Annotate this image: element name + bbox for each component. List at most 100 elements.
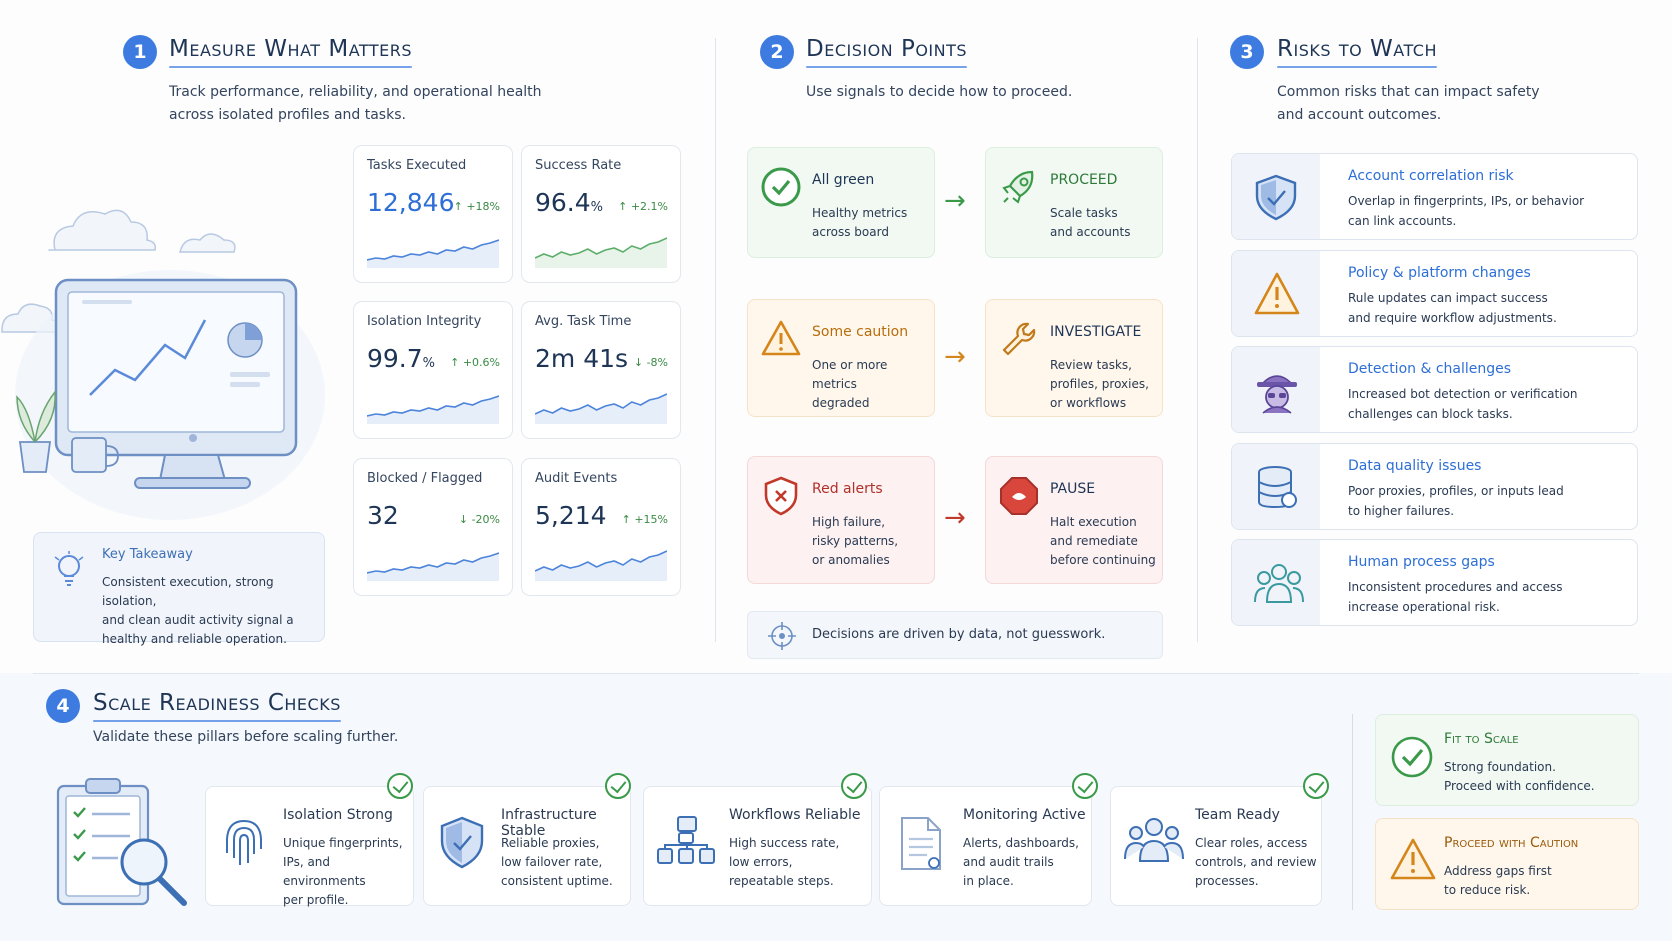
metric-card-isolation-integrity: Isolation Integrity 99.7% ↑ +0.6% (353, 301, 513, 439)
signal-card-all-green: All green Healthy metrics across board (747, 147, 935, 258)
rocket-icon (1002, 170, 1034, 204)
sparkline-area (367, 396, 499, 424)
verdict-line: to reduce risk. (1444, 883, 1531, 897)
risk-line: challenges can block tasks. (1348, 407, 1513, 421)
action-text: Halt execution and remediate before cont… (1050, 513, 1156, 570)
action-line: or workflows (1050, 396, 1127, 410)
document-icon (901, 817, 941, 870)
sparkline (535, 393, 667, 424)
signal-line: One or more metrics (812, 358, 888, 391)
section-subtitle-measure: Track performance, reliability, and oper… (169, 81, 542, 127)
signal-title: Red alerts (812, 481, 883, 497)
spy-icon (1257, 375, 1297, 414)
check-badge-icon (1072, 773, 1098, 799)
signal-card-red-alerts: Red alerts High failure, risky patterns,… (747, 456, 935, 584)
pillar-text: Reliable proxies, low failover rate, con… (501, 834, 613, 891)
pillar-title: Workflows Reliable (729, 807, 861, 823)
signal-text: Healthy metrics across board (812, 204, 907, 242)
section-title-measure: Measure What Matters (169, 36, 413, 68)
sparkline-line (535, 237, 667, 259)
metric-label: Tasks Executed (367, 158, 467, 173)
clipboard-checklist-icon (56, 778, 187, 906)
risk-line: Increased bot detection or verification (1348, 387, 1578, 401)
arrow-right-icon: → (944, 503, 966, 533)
pillar-line: IPs, and environments (283, 855, 366, 888)
pillar-workflows-reliable: Workflows Reliable High success rate, lo… (643, 786, 872, 906)
lightbulb-icon (54, 551, 84, 586)
subtitle-line: and account outcomes. (1277, 107, 1442, 123)
metric-card-tasks-executed: Tasks Executed 12,846 ↑ +18% (353, 145, 513, 283)
section-divider (715, 38, 716, 642)
action-title: INVESTIGATE (1050, 324, 1142, 340)
risk-icon-box (1232, 540, 1320, 625)
action-line: and remediate (1050, 534, 1138, 548)
metric-label: Blocked / Flagged (367, 471, 483, 486)
target-icon (768, 622, 796, 650)
section-number-3: 3 (1230, 35, 1264, 69)
pillar-line: Reliable proxies, (501, 836, 600, 850)
action-card-investigate: INVESTIGATE Review tasks, profiles, prox… (985, 299, 1163, 417)
sparkline (535, 550, 667, 581)
check-badge-icon (387, 773, 413, 799)
metric-value: 96.4% (535, 188, 603, 217)
metric-value: 99.7% (367, 344, 435, 373)
metric-label: Success Rate (535, 158, 622, 173)
action-title: PAUSE (1050, 481, 1096, 497)
metric-card-success-rate: Success Rate 96.4% ↑ +2.1% (521, 145, 681, 283)
metric-value: 5,214 (535, 501, 607, 530)
action-card-proceed: PROCEED Scale tasks and accounts (985, 147, 1163, 258)
pillar-line: Alerts, dashboards, (963, 836, 1079, 850)
section-divider-dashed (1352, 714, 1353, 910)
signal-text: One or more metrics degraded (812, 356, 934, 413)
section-number-4: 4 (46, 689, 80, 723)
risk-card-account-correlation: Account correlation risk Overlap in fing… (1231, 153, 1638, 240)
risk-icon-box (1232, 444, 1320, 529)
metric-label: Isolation Integrity (367, 314, 482, 329)
risk-title: Policy & platform changes (1348, 265, 1531, 281)
warning-icon (1254, 272, 1300, 315)
pillar-infrastructure-stable: Infrastructure Stable Reliable proxies, … (423, 786, 631, 906)
pillar-line: low errors, (729, 855, 793, 869)
team-icon (1124, 818, 1184, 862)
shield-check-icon (1255, 174, 1297, 221)
risk-line: Poor proxies, profiles, or inputs lead (1348, 484, 1564, 498)
key-takeaway-panel: Key Takeaway Consistent execution, stron… (33, 532, 325, 646)
metric-unit: % (422, 356, 436, 371)
takeaway-text: Consistent execution, strong isolation, … (102, 573, 317, 649)
metric-label: Audit Events (535, 471, 618, 486)
check-circle-icon (1391, 736, 1433, 778)
pillar-line: per profile. (283, 893, 349, 907)
risk-title: Human process gaps (1348, 554, 1495, 570)
sparkline-area (535, 238, 667, 268)
pillar-line: High success rate, (729, 836, 840, 850)
decision-note: Decisions are driven by data, not guessw… (747, 611, 1163, 659)
signal-line: risky patterns, (812, 534, 899, 548)
signal-line: or anomalies (812, 553, 890, 567)
takeaway-line: healthy and reliable operation. (102, 632, 287, 646)
metric-value: 32 (367, 501, 399, 530)
takeaway-line: and clean audit activity signal a (102, 613, 294, 627)
metric-change: ↑ +18% (453, 200, 500, 213)
shield-icon (440, 816, 484, 869)
action-card-pause: PAUSE Halt execution and remediate befor… (985, 456, 1163, 584)
pillar-isolation-strong: Isolation Strong Unique fingerprints, IP… (205, 786, 414, 907)
section-title-scale: Scale Readiness Checks (93, 690, 341, 722)
risk-line: Inconsistent procedures and access (1348, 580, 1563, 594)
metric-number: 99.7 (367, 344, 423, 373)
fingerprint-icon (226, 820, 262, 865)
section-title-risks: Risks to Watch (1277, 36, 1437, 68)
metric-change: ↓ -20% (458, 513, 500, 526)
section-title-decision: Decision Points (806, 36, 968, 68)
signal-text: High failure, risky patterns, or anomali… (812, 513, 898, 570)
action-text: Review tasks, profiles, proxies, or work… (1050, 356, 1149, 413)
risk-text: Increased bot detection or verification … (1348, 384, 1633, 424)
action-title: PROCEED (1050, 172, 1118, 188)
action-line: and accounts (1050, 225, 1131, 239)
sparkline (367, 395, 499, 424)
sparkline (367, 239, 499, 268)
flowchart-icon (657, 816, 715, 864)
metric-change: ↑ +2.1% (618, 200, 668, 213)
pillar-text: High success rate, low errors, repeatabl… (729, 834, 839, 891)
sparkline-line (367, 239, 499, 261)
pillar-line: Clear roles, access (1195, 836, 1308, 850)
